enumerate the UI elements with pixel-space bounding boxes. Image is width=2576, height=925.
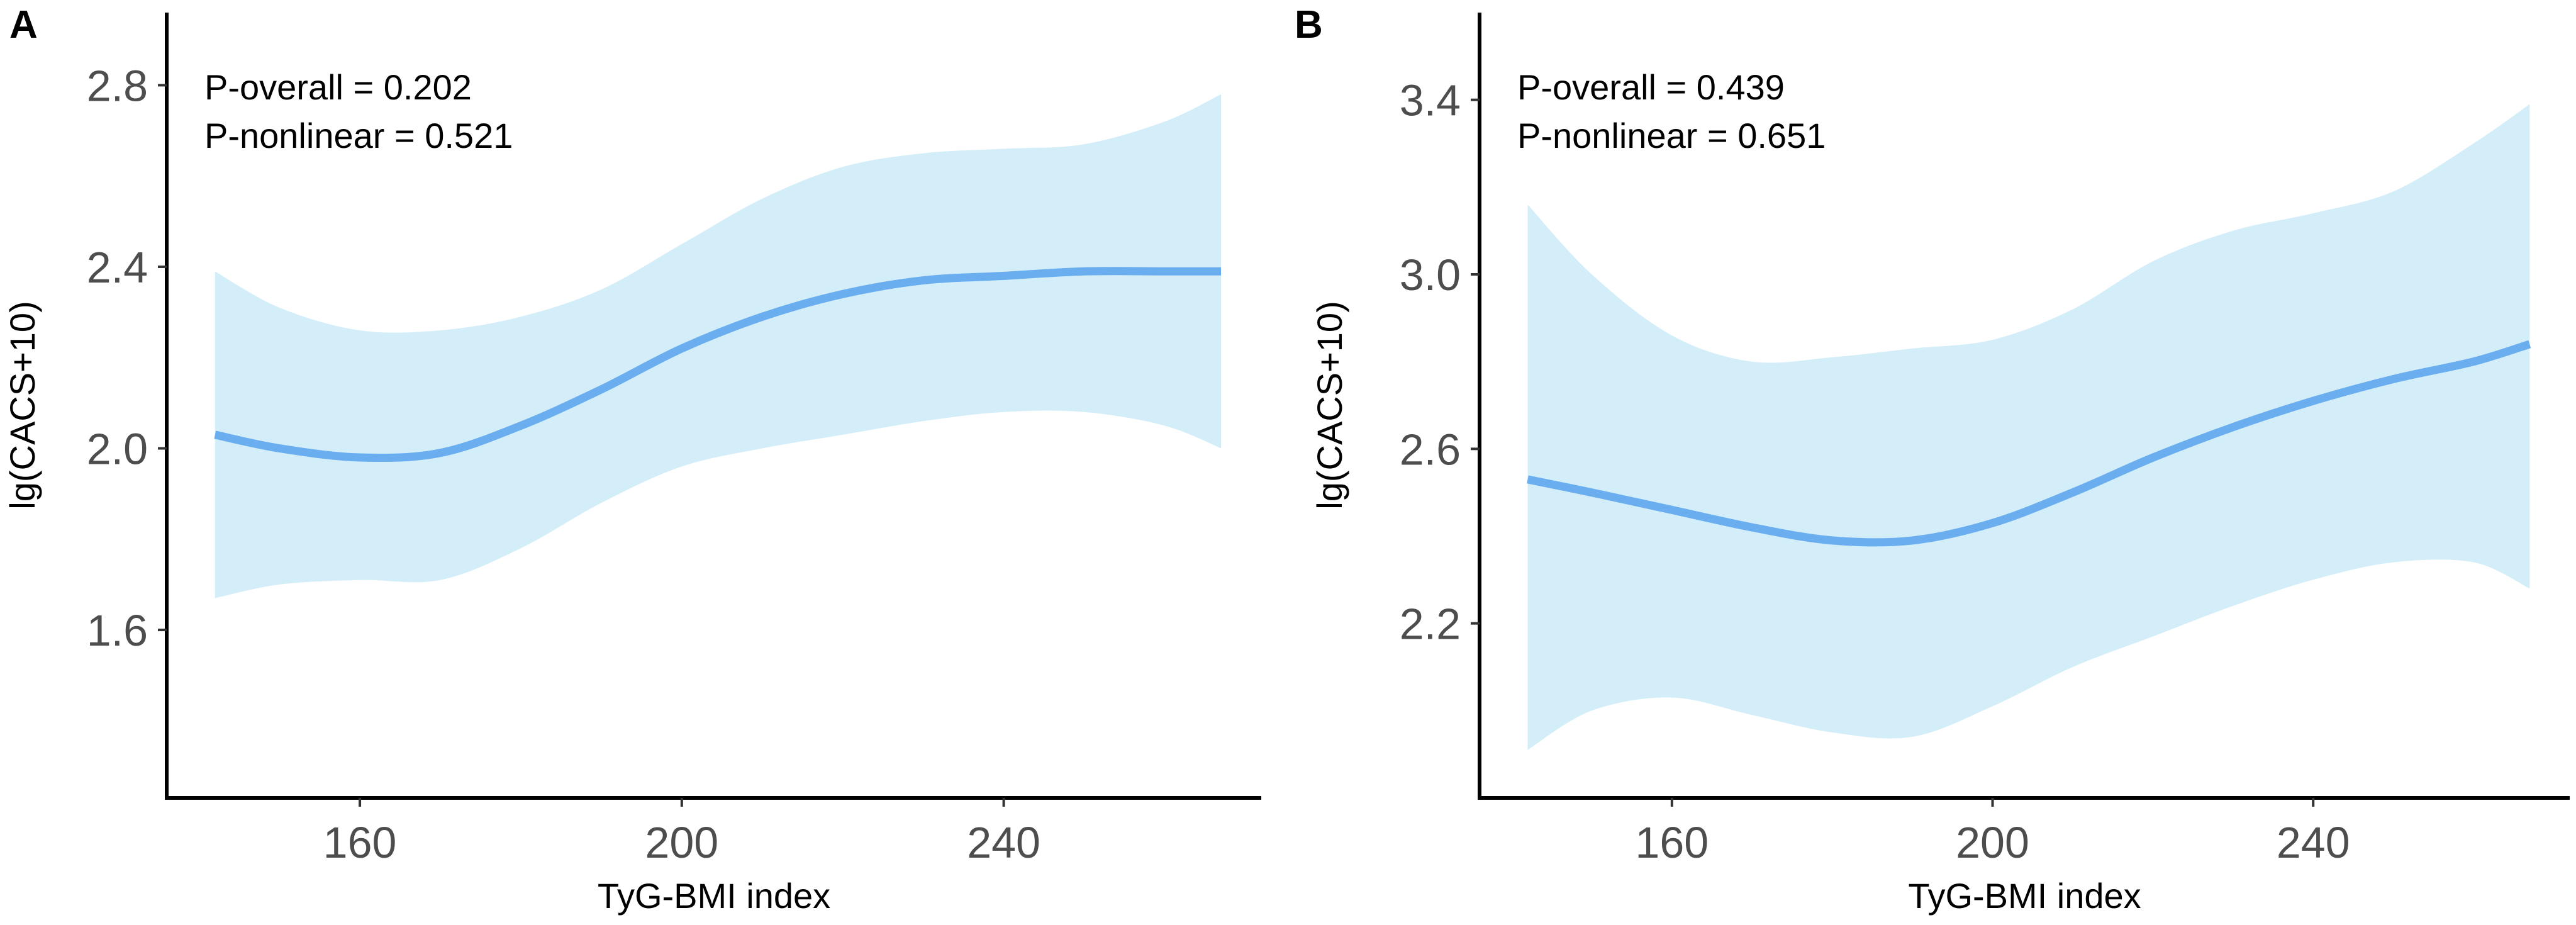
panel-b-x-axis-title: TyG-BMI index [1908, 876, 2141, 916]
panel-a-y-axis-title: lg(CACS+10) [3, 301, 42, 509]
panel-b-confidence-band [1527, 104, 2530, 750]
panel-b-x-tick-label: 200 [1956, 818, 2029, 867]
panel-b-y-axis-title: lg(CACS+10) [1310, 301, 1349, 509]
panel-b-x-tick-label: 240 [2277, 818, 2350, 867]
panel-b: B 2.2 2.6 3.0 3.4 160 200 240 TyG-BMI in… [1295, 3, 2570, 916]
panel-a-y-tick-label: 2.4 [87, 243, 148, 292]
panel-a-y-tick-label: 1.6 [87, 606, 148, 655]
panel-b-y-tick-label: 2.6 [1400, 425, 1461, 474]
panel-a-label: A [9, 3, 38, 47]
panel-a-y-tick-label: 2.8 [87, 61, 148, 110]
panel-a-x-axis-title: TyG-BMI index [598, 876, 830, 916]
panel-b-y-tick-label: 2.2 [1400, 600, 1461, 649]
panel-a: A 1.6 2.0 2.4 2.8 160 200 240 TyG-BMI in… [3, 3, 1261, 916]
panel-b-label: B [1295, 3, 1323, 47]
panel-b-p-overall: P-overall = 0.439 [1517, 67, 1785, 107]
panel-a-x-tick-label: 240 [967, 818, 1040, 867]
panel-b-fit-line [1527, 340, 2531, 547]
panel-b-x-tick-label: 160 [1635, 818, 1709, 867]
panel-b-y-tick-label: 3.4 [1400, 76, 1461, 125]
panel-b-y-tick-label: 3.0 [1400, 250, 1461, 300]
panel-a-p-overall: P-overall = 0.202 [204, 67, 472, 107]
panel-a-x-tick-label: 200 [645, 818, 718, 867]
panel-a-p-nonlinear: P-nonlinear = 0.521 [204, 116, 513, 155]
panel-a-y-tick-label: 2.0 [87, 425, 148, 474]
panel-a-confidence-band [215, 94, 1221, 598]
panel-a-fit-line [214, 267, 1221, 462]
panel-b-p-nonlinear: P-nonlinear = 0.651 [1517, 116, 1826, 155]
panel-a-x-tick-label: 160 [323, 818, 397, 867]
